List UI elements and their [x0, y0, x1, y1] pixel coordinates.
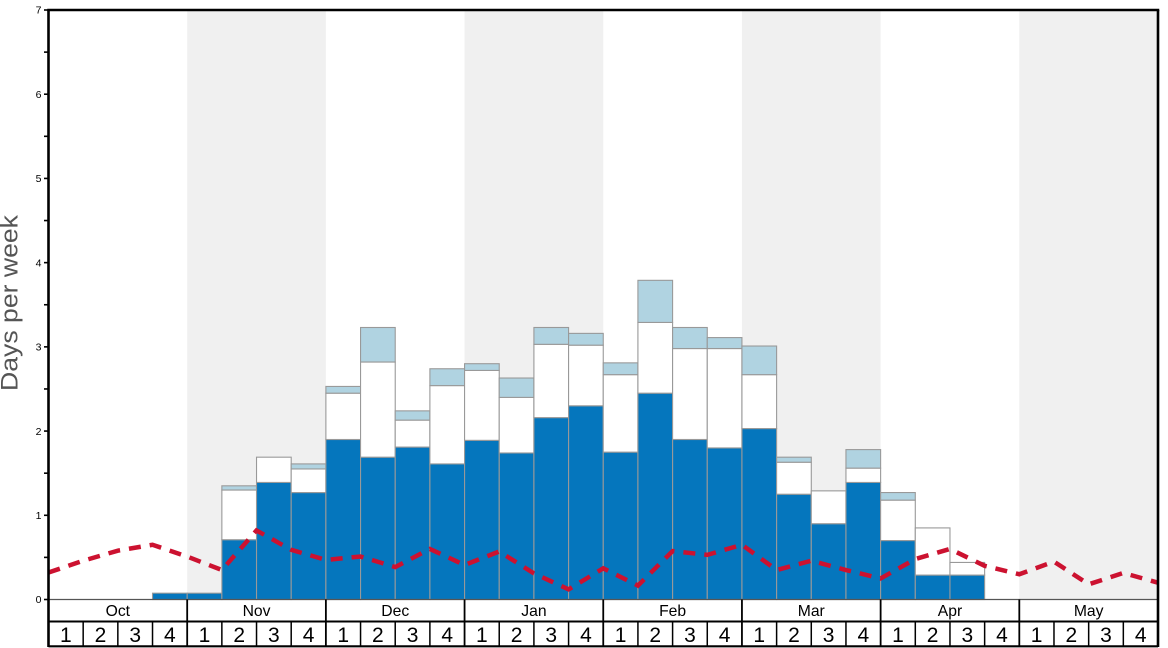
- svg-text:4: 4: [857, 624, 869, 647]
- svg-text:Oct: Oct: [106, 603, 131, 620]
- svg-text:1: 1: [199, 624, 211, 647]
- svg-text:2: 2: [36, 426, 42, 438]
- svg-text:1: 1: [753, 624, 765, 647]
- svg-text:2: 2: [511, 624, 523, 647]
- svg-text:2: 2: [927, 624, 939, 647]
- svg-text:2: 2: [649, 624, 661, 647]
- svg-text:4: 4: [303, 624, 315, 647]
- svg-text:4: 4: [996, 624, 1008, 647]
- svg-text:0: 0: [36, 594, 42, 606]
- svg-text:Nov: Nov: [243, 603, 271, 620]
- svg-text:3: 3: [684, 624, 696, 647]
- svg-text:1: 1: [36, 510, 42, 522]
- svg-text:2: 2: [788, 624, 800, 647]
- svg-text:6: 6: [36, 89, 42, 101]
- svg-text:Mar: Mar: [798, 603, 825, 620]
- svg-text:4: 4: [164, 624, 176, 647]
- svg-text:1: 1: [337, 624, 349, 647]
- svg-text:Jan: Jan: [521, 603, 546, 620]
- svg-text:4: 4: [36, 257, 42, 269]
- svg-text:Feb: Feb: [659, 603, 686, 620]
- svg-text:2: 2: [233, 624, 245, 647]
- svg-text:2: 2: [1065, 624, 1077, 647]
- svg-text:3: 3: [36, 342, 42, 354]
- svg-text:1: 1: [615, 624, 627, 647]
- svg-text:1: 1: [476, 624, 488, 647]
- svg-text:3: 3: [1100, 624, 1112, 647]
- svg-text:3: 3: [961, 624, 973, 647]
- svg-text:2: 2: [95, 624, 107, 647]
- svg-text:Dec: Dec: [381, 603, 409, 620]
- svg-text:4: 4: [580, 624, 592, 647]
- svg-text:3: 3: [545, 624, 557, 647]
- svg-text:1: 1: [60, 624, 72, 647]
- svg-text:Days per week: Days per week: [0, 214, 24, 391]
- svg-text:4: 4: [1135, 624, 1147, 647]
- svg-text:3: 3: [129, 624, 141, 647]
- svg-text:Apr: Apr: [938, 603, 962, 620]
- svg-text:3: 3: [407, 624, 419, 647]
- svg-text:3: 3: [268, 624, 280, 647]
- svg-text:3: 3: [823, 624, 835, 647]
- svg-text:1: 1: [892, 624, 904, 647]
- svg-text:4: 4: [441, 624, 453, 647]
- svg-text:5: 5: [36, 173, 42, 185]
- svg-text:7: 7: [36, 5, 42, 17]
- svg-text:1: 1: [1031, 624, 1043, 647]
- svg-text:4: 4: [719, 624, 731, 647]
- svg-text:2: 2: [372, 624, 384, 647]
- svg-text:May: May: [1074, 603, 1104, 620]
